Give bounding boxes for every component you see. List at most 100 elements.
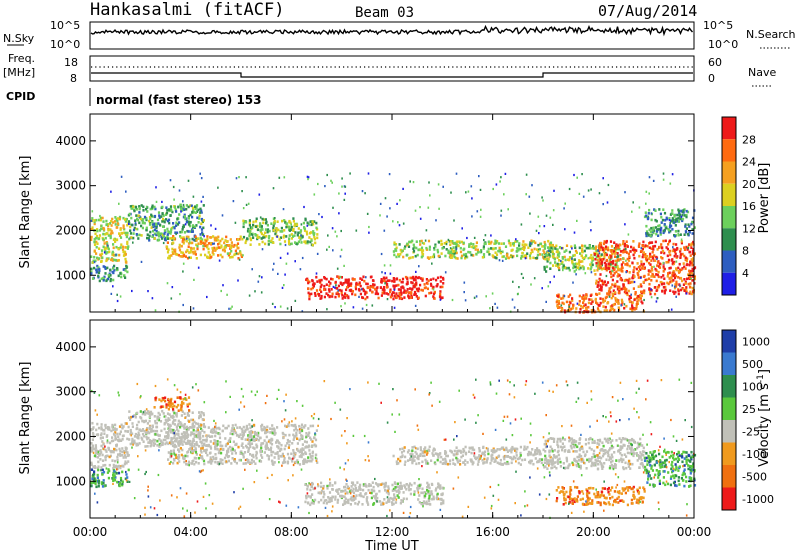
echo-cell xyxy=(630,245,633,249)
echo-cell xyxy=(449,243,452,246)
echo-cell xyxy=(269,431,272,434)
echo-cell xyxy=(146,210,149,213)
echo-cell xyxy=(690,277,692,280)
echo-cell xyxy=(419,248,422,252)
echo-cell xyxy=(442,499,445,502)
echo-cell xyxy=(135,214,138,217)
echo-cell xyxy=(439,290,442,293)
echo-cell xyxy=(101,216,104,220)
echo-cell xyxy=(126,242,129,246)
echo-cell xyxy=(665,216,668,220)
echo-cell xyxy=(306,175,309,178)
echo-cell xyxy=(387,492,390,496)
echo-cell xyxy=(181,435,184,439)
echo-cell xyxy=(242,207,245,210)
echo-cell xyxy=(212,427,215,431)
echo-cell xyxy=(97,237,100,241)
echo-cell xyxy=(99,227,103,231)
echo-cell xyxy=(201,447,204,450)
echo-cell xyxy=(690,246,693,249)
echo-cell xyxy=(131,289,133,293)
echo-cell xyxy=(648,192,650,195)
echo-cell xyxy=(610,296,613,300)
echo-cell xyxy=(452,250,455,253)
echo-cell xyxy=(251,268,253,271)
echo-cell xyxy=(341,495,344,498)
echo-cell xyxy=(597,264,600,268)
echo-cell xyxy=(270,446,273,450)
echo-cell xyxy=(158,413,161,416)
echo-cell xyxy=(127,468,130,472)
echo-cell xyxy=(686,277,689,281)
echo-cell xyxy=(95,271,98,274)
echo-cell xyxy=(381,271,383,274)
echo-cell xyxy=(308,459,312,463)
echo-cell xyxy=(672,246,674,249)
echo-cell xyxy=(667,272,670,276)
echo-cell xyxy=(286,307,289,310)
echo-cell xyxy=(561,266,564,269)
echo-cell xyxy=(647,212,650,215)
echo-cell xyxy=(171,422,174,425)
echo-cell xyxy=(684,223,687,226)
echo-cell xyxy=(121,447,124,450)
echo-cell xyxy=(334,481,337,484)
echo-cell xyxy=(180,244,183,248)
echo-cell xyxy=(572,281,574,284)
echo-cell xyxy=(631,280,634,284)
echo-cell xyxy=(292,220,295,223)
echo-cell xyxy=(394,243,398,246)
echo-cell xyxy=(453,255,456,259)
echo-cell xyxy=(92,259,95,263)
echo-cell xyxy=(312,233,315,237)
echo-cell xyxy=(246,237,249,240)
echo-cell xyxy=(310,287,313,291)
echo-cell xyxy=(295,223,299,226)
echo-cell xyxy=(410,276,413,280)
echo-cell xyxy=(659,246,662,249)
echo-cell xyxy=(582,304,586,308)
echo-cell xyxy=(109,222,112,225)
echo-cell xyxy=(398,278,401,282)
echo-cell xyxy=(679,255,682,258)
echo-cell xyxy=(583,297,586,301)
echo-cell xyxy=(651,229,654,232)
echo-cell xyxy=(348,284,351,287)
echo-cell xyxy=(191,224,195,227)
echo-cell xyxy=(631,210,633,213)
echo-cell xyxy=(597,254,600,257)
echo-cell xyxy=(130,431,133,434)
echo-cell xyxy=(500,176,502,179)
echo-cell xyxy=(327,234,329,237)
echo-cell xyxy=(616,285,619,289)
echo-cell xyxy=(339,255,342,258)
echo-cell xyxy=(568,307,571,311)
echo-cell xyxy=(269,441,272,445)
echo-cell xyxy=(546,254,549,257)
echo-cell xyxy=(574,249,578,253)
echo-cell xyxy=(217,246,220,249)
echo-cell xyxy=(537,243,540,247)
echo-cell xyxy=(158,434,161,437)
echo-cell xyxy=(394,486,397,489)
echo-cell xyxy=(109,236,112,240)
echo-cell xyxy=(91,477,94,481)
echo-cell xyxy=(641,244,644,248)
echo-cell xyxy=(326,173,328,177)
echo-cell xyxy=(690,271,693,275)
echo-cell xyxy=(94,232,97,236)
echo-cell xyxy=(116,458,119,462)
echo-cell xyxy=(147,436,150,440)
echo-cell xyxy=(349,503,352,506)
echo-cell xyxy=(569,293,572,297)
echo-cell xyxy=(420,255,423,259)
echo-cell xyxy=(472,246,475,250)
echo-cell xyxy=(433,246,435,250)
echo-cell xyxy=(575,273,577,276)
echo-cell xyxy=(393,493,396,496)
echo-cell xyxy=(228,307,230,310)
echo-cell xyxy=(449,247,452,250)
echo-cell xyxy=(398,243,401,246)
echo-cell xyxy=(315,275,318,279)
echo-cell xyxy=(145,207,148,211)
